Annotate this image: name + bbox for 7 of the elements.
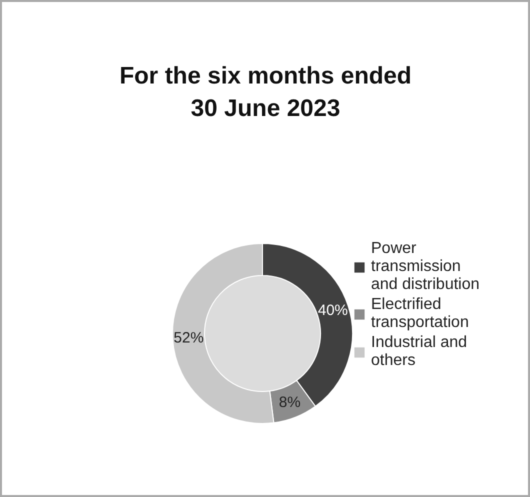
data-label: 8%: [278, 394, 301, 411]
legend-label: Power transmission and distribution: [371, 240, 480, 294]
legend-label: Electrified transportation: [371, 296, 469, 332]
chart-title: For the six months ended 30 June 2023: [119, 62, 412, 122]
data-label: 40%: [318, 302, 348, 320]
legend-label: Industrial and others: [371, 334, 468, 370]
data-label: 52%: [174, 330, 204, 347]
